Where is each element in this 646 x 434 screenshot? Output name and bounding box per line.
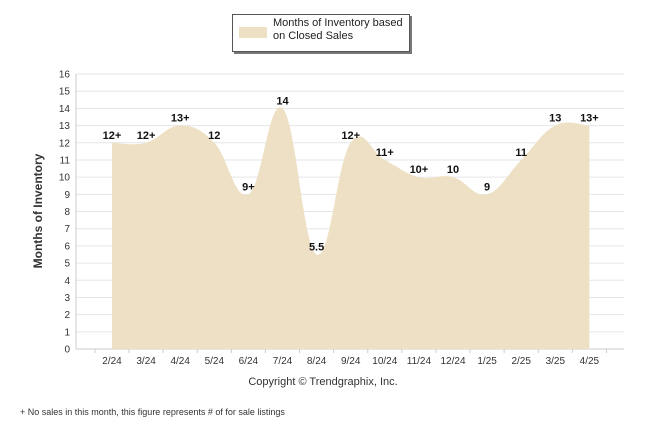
footnote: + No sales in this month, this figure re… (20, 407, 285, 417)
copyright-text: Copyright © Trendgraphix, Inc. (248, 376, 398, 388)
data-labels: 12+ 12+ 13+ 12 9+ 14 5.5 12+ 11+ 10+ 10 9 11 13 13+ (103, 95, 599, 253)
data-label: 5.5 (309, 241, 324, 253)
data-label: 9 (484, 181, 490, 193)
y-tick-label: 14 (59, 104, 71, 115)
data-label: 10 (447, 164, 459, 176)
x-tick-label: 6/24 (239, 356, 259, 367)
legend: Months of Inventory based on Closed Sale… (232, 14, 410, 52)
y-tick-label: 13 (59, 121, 71, 132)
data-label: 13 (549, 113, 561, 125)
y-tick-label: 15 (59, 87, 71, 98)
x-tick-label: 5/24 (205, 356, 225, 367)
y-tick-label: 1 (64, 327, 70, 338)
x-tick-label: 2/25 (511, 356, 531, 367)
data-label: 12 (208, 130, 220, 142)
x-tick-label: 4/25 (580, 356, 600, 367)
y-tick-label: 11 (60, 155, 71, 166)
x-tick-label: 1/25 (477, 356, 497, 367)
x-tick-label: 10/24 (372, 356, 397, 367)
y-tick-label: 9 (64, 190, 70, 201)
x-tick-label: 2/24 (102, 356, 122, 367)
y-tick-label: 12 (59, 138, 71, 149)
y-tick-label: 4 (64, 276, 70, 287)
data-label: 11 (515, 147, 527, 159)
x-tick-label: 4/24 (170, 356, 190, 367)
y-axis-label: Months of Inventory (31, 153, 45, 269)
legend-swatch (239, 27, 267, 38)
x-tick-labels: 2/24 3/24 4/24 5/24 6/24 7/24 8/24 9/24 10/24 11/… (102, 356, 599, 367)
data-label: 13+ (171, 113, 190, 125)
data-label: 14 (276, 95, 289, 107)
y-tick-label: 0 (64, 345, 70, 356)
area-fill (112, 107, 590, 349)
data-label: 10+ (410, 164, 429, 176)
y-tick-label: 3 (64, 293, 70, 304)
data-label: 13+ (580, 113, 599, 125)
y-tick-label: 6 (64, 241, 70, 252)
x-tick-label: 3/24 (136, 356, 156, 367)
x-tick-label: 9/24 (341, 356, 361, 367)
legend-label: Months of Inventory based on Closed Sale… (273, 17, 403, 42)
y-tick-label: 16 (59, 70, 71, 81)
x-tick-label: 3/25 (546, 356, 566, 367)
y-tick-label: 2 (64, 310, 70, 321)
y-tick-label: 8 (64, 207, 70, 218)
y-tick-label: 7 (64, 224, 70, 235)
x-tick-label: 12/24 (440, 356, 465, 367)
x-tick-label: 8/24 (307, 356, 327, 367)
data-label: 12+ (341, 130, 360, 142)
data-label: 12+ (137, 130, 156, 142)
y-tick-label: 10 (59, 173, 71, 184)
x-tick-label: 11/24 (407, 356, 432, 367)
data-label: 11+ (376, 147, 394, 159)
data-label: 12+ (103, 130, 122, 142)
area-series (112, 107, 590, 349)
x-tick-label: 7/24 (273, 356, 293, 367)
y-tick-label: 5 (64, 259, 70, 270)
data-label: 9+ (242, 181, 255, 193)
